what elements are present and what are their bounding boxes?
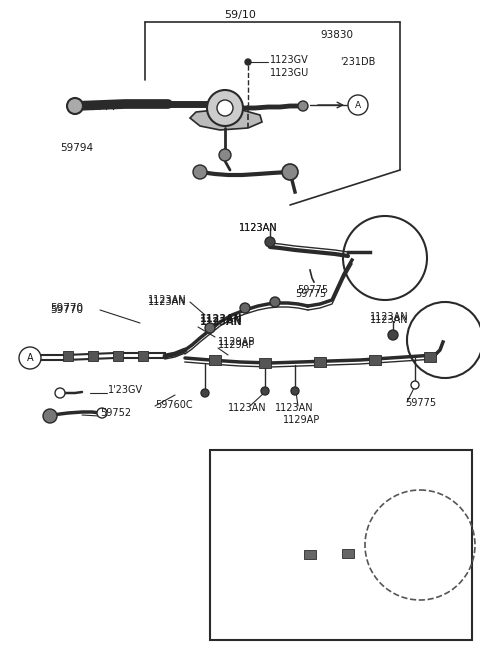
Bar — [210, 450, 472, 640]
Text: 59745: 59745 — [375, 585, 406, 595]
Text: 93830: 93830 — [320, 30, 353, 40]
Text: 1123AN: 1123AN — [200, 314, 242, 324]
Text: 1123AN: 1123AN — [370, 315, 408, 325]
Bar — [369, 355, 381, 365]
Text: 59752: 59752 — [100, 408, 131, 418]
Text: 59770: 59770 — [50, 303, 83, 313]
Circle shape — [298, 101, 308, 111]
Circle shape — [348, 95, 368, 115]
Text: 59775: 59775 — [405, 398, 436, 408]
Text: 1'23GV: 1'23GV — [108, 385, 143, 395]
Text: A: A — [355, 101, 361, 110]
Text: 1123AN: 1123AN — [239, 223, 277, 233]
Text: 59775: 59775 — [295, 289, 326, 299]
Text: 1129AP: 1129AP — [218, 337, 255, 347]
Circle shape — [201, 389, 209, 397]
Text: 1129AP: 1129AP — [218, 340, 255, 350]
Circle shape — [245, 59, 251, 65]
Circle shape — [97, 408, 107, 418]
Text: 1129AP: 1129AP — [283, 415, 320, 425]
Circle shape — [193, 165, 207, 179]
Bar — [63, 351, 73, 361]
Polygon shape — [190, 110, 262, 130]
Text: '231DB: '231DB — [340, 57, 375, 67]
Bar — [314, 357, 326, 367]
Circle shape — [43, 409, 57, 423]
Text: DISC TYPE: DISC TYPE — [222, 465, 287, 475]
Bar — [424, 352, 436, 362]
Text: 59760C: 59760C — [155, 400, 192, 410]
Bar — [138, 351, 148, 361]
Text: 59/10: 59/10 — [224, 10, 256, 20]
Bar — [88, 351, 98, 361]
Circle shape — [261, 387, 269, 395]
Bar — [209, 355, 221, 365]
Text: 59794: 59794 — [60, 143, 93, 153]
Bar — [259, 358, 271, 368]
Circle shape — [270, 297, 280, 307]
Circle shape — [207, 90, 243, 126]
Text: 59770: 59770 — [50, 305, 83, 315]
Text: 1123AN: 1123AN — [370, 312, 408, 322]
Circle shape — [67, 98, 83, 114]
Text: 1123AN: 1123AN — [148, 295, 187, 305]
Text: 1123AN: 1123AN — [239, 223, 277, 233]
Text: 1123AN: 1123AN — [200, 317, 242, 327]
Bar — [342, 549, 354, 558]
Circle shape — [210, 557, 226, 573]
Circle shape — [291, 387, 299, 395]
Circle shape — [219, 149, 231, 161]
Text: A: A — [27, 353, 33, 363]
Text: 1123AN: 1123AN — [275, 403, 313, 413]
Text: 1123GU: 1123GU — [270, 68, 309, 78]
Circle shape — [19, 347, 41, 369]
Circle shape — [388, 330, 398, 340]
Circle shape — [240, 303, 250, 313]
Bar — [113, 351, 123, 361]
Text: 1123AN: 1123AN — [228, 403, 266, 413]
Text: 1123AN: 1123AN — [148, 297, 187, 307]
Circle shape — [282, 164, 298, 180]
Text: 59775: 59775 — [297, 285, 328, 295]
Bar — [304, 550, 316, 559]
Circle shape — [55, 388, 65, 398]
Circle shape — [217, 100, 233, 116]
Text: 1123GV: 1123GV — [270, 55, 309, 65]
Circle shape — [205, 323, 215, 333]
Circle shape — [411, 381, 419, 389]
Circle shape — [265, 237, 275, 247]
